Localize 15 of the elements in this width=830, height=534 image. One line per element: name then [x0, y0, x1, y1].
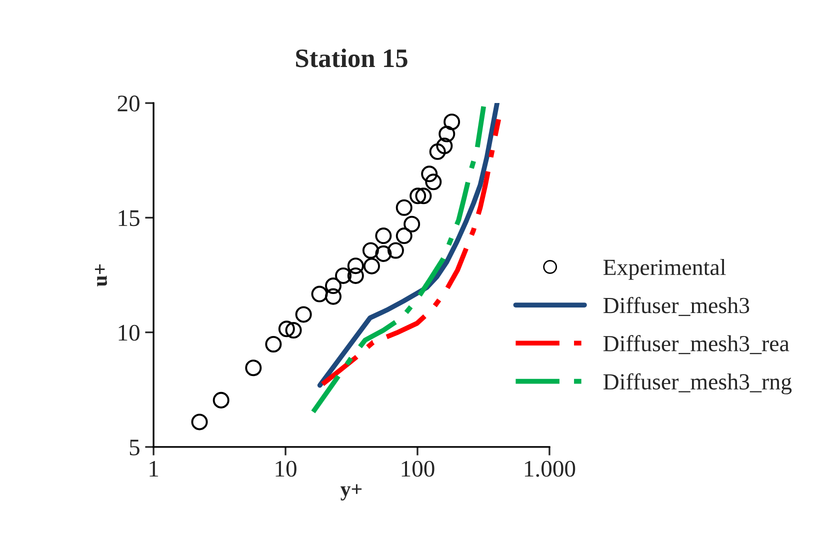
legend-label: Diffuser_mesh3 [603, 296, 750, 316]
y-tick-label: 15 [118, 210, 140, 226]
x-tick-label: 1.000 [524, 460, 576, 477]
x-tick-label: 10 [276, 460, 296, 477]
legend-label: Diffuser_mesh3_rng [603, 373, 792, 394]
legend-label: Experimental [603, 259, 726, 280]
chart-title: Station 15 [296, 48, 408, 68]
x-tick-label: 100 [402, 460, 434, 477]
legend-label: Diffuser_mesh3_rea [603, 335, 790, 354]
y-tick-label: 20 [118, 96, 140, 112]
y-axis-title: u+ [94, 264, 108, 286]
y-tick-label: 10 [118, 324, 140, 341]
x-axis-title: y+ [340, 484, 362, 500]
y-tick-label: 5 [130, 440, 140, 456]
x-tick-label: 1 [150, 460, 158, 477]
